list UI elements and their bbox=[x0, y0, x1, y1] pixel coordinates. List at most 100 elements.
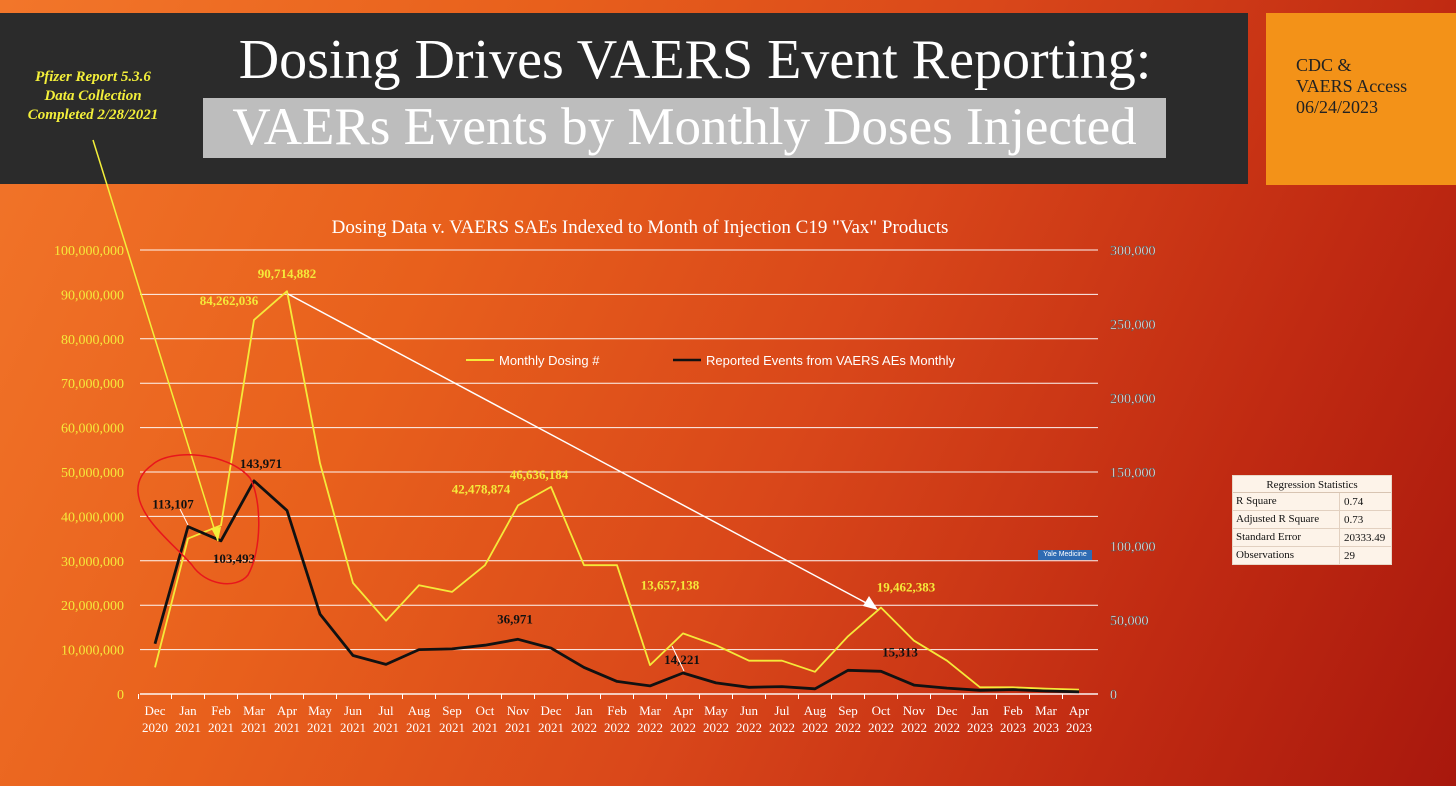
data-label: 42,478,874 bbox=[452, 481, 511, 496]
x-tick-label-year: 2023 bbox=[1033, 720, 1059, 735]
x-tick-label-month: Mar bbox=[243, 703, 265, 718]
legend-label: Reported Events from VAERS AEs Monthly bbox=[706, 353, 956, 368]
y-left-tick-label: 20,000,000 bbox=[61, 599, 124, 614]
data-label: 113,107 bbox=[152, 497, 194, 512]
x-tick-label-year: 2023 bbox=[1066, 720, 1092, 735]
y-left-tick-label: 0 bbox=[117, 688, 124, 703]
x-tick-label-month: Jul bbox=[774, 703, 790, 718]
y-left-tick-label: 40,000,000 bbox=[61, 510, 124, 525]
events-series-line bbox=[153, 479, 1080, 694]
data-label: 90,714,882 bbox=[258, 266, 317, 281]
chart-title: Dosing Data v. VAERS SAEs Indexed to Mon… bbox=[332, 217, 949, 238]
x-tick-label-month: Apr bbox=[1069, 703, 1090, 718]
y-right-tick-label: 50,000 bbox=[1110, 614, 1149, 629]
y-left-tick-label: 30,000,000 bbox=[61, 555, 124, 570]
x-tick-label-year: 2023 bbox=[967, 720, 993, 735]
x-tick-label-month: Apr bbox=[277, 703, 298, 718]
x-tick-label-year: 2021 bbox=[472, 720, 498, 735]
source-box: CDC & VAERS Access 06/24/2023 bbox=[1266, 13, 1456, 185]
regression-label: Observations bbox=[1233, 547, 1340, 564]
note-line: Completed 2/28/2021 bbox=[27, 107, 159, 123]
x-tick-label-month: Feb bbox=[607, 703, 627, 718]
dosing-series-line bbox=[154, 290, 1080, 691]
x-tick-label-year: 2022 bbox=[670, 720, 696, 735]
y-right-tick-label: 300,000 bbox=[1110, 244, 1156, 259]
x-tick-label-month: Jun bbox=[740, 703, 759, 718]
x-tick-label-month: Oct bbox=[872, 703, 891, 718]
y-right-tick-label: 250,000 bbox=[1110, 318, 1156, 333]
data-label: 14,221 bbox=[664, 652, 700, 667]
trend-arrow bbox=[287, 293, 871, 606]
regression-value: 0.74 bbox=[1344, 495, 1364, 508]
x-tick-label-month: Jan bbox=[179, 703, 197, 718]
pfizer-arrow bbox=[92, 139, 219, 542]
x-tick-label-month: Nov bbox=[903, 703, 926, 718]
regression-row: R Square 0.74 bbox=[1233, 493, 1391, 511]
y-right-tick-label: 200,000 bbox=[1110, 392, 1156, 407]
legend-label: Monthly Dosing # bbox=[499, 353, 600, 368]
x-tick-label-year: 2022 bbox=[637, 720, 663, 735]
x-tick-label-month: Aug bbox=[804, 703, 827, 718]
x-tick-label-year: 2022 bbox=[736, 720, 762, 735]
regression-label: Standard Error bbox=[1233, 529, 1340, 546]
source-line: 06/24/2023 bbox=[1296, 97, 1379, 117]
pfizer-arrow-head bbox=[211, 527, 221, 541]
x-tick-label-month: Nov bbox=[507, 703, 530, 718]
y-left-tick-label: 10,000,000 bbox=[61, 644, 124, 659]
x-tick-label-month: Sep bbox=[838, 703, 858, 718]
x-tick-label-year: 2021 bbox=[241, 720, 267, 735]
y-right-tick-label: 150,000 bbox=[1110, 466, 1156, 481]
source-text: CDC & VAERS Access 06/24/2023 bbox=[1296, 55, 1407, 118]
x-tick-label-month: Feb bbox=[1003, 703, 1023, 718]
data-label: 84,262,036 bbox=[200, 293, 259, 308]
x-tick-label-year: 2021 bbox=[406, 720, 432, 735]
regression-row: Adjusted R Square 0.73 bbox=[1233, 511, 1391, 529]
trend-arrow-head bbox=[863, 596, 878, 610]
leader-line bbox=[179, 508, 189, 526]
note-line: Pfizer Report 5.3.6 bbox=[35, 69, 151, 85]
x-tick-label-year: 2021 bbox=[439, 720, 465, 735]
data-label: 36,971 bbox=[497, 611, 533, 626]
x-tick-label-year: 2021 bbox=[208, 720, 234, 735]
regression-row: Observations 29 bbox=[1233, 547, 1391, 564]
regression-value: 20333.49 bbox=[1344, 531, 1386, 544]
y-left-tick-label: 70,000,000 bbox=[61, 377, 124, 392]
regression-value: 29 bbox=[1344, 549, 1355, 562]
x-tick-label-month: Aug bbox=[408, 703, 431, 718]
x-tick-label-year: 2022 bbox=[835, 720, 861, 735]
x-tick-label-month: Jan bbox=[971, 703, 989, 718]
x-tick-label-year: 2021 bbox=[538, 720, 564, 735]
x-tick-label-month: Oct bbox=[476, 703, 495, 718]
data-label: 143,971 bbox=[240, 456, 282, 471]
x-tick-label-year: 2022 bbox=[802, 720, 828, 735]
data-label: 46,636,184 bbox=[510, 467, 569, 482]
y-right-tick-label: 100,000 bbox=[1110, 540, 1156, 555]
x-tick-label-year: 2021 bbox=[505, 720, 531, 735]
regression-value: 0.73 bbox=[1344, 513, 1364, 526]
source-line: CDC & bbox=[1296, 55, 1352, 75]
x-tick-label-month: Dec bbox=[937, 703, 958, 718]
x-tick-label-month: Mar bbox=[1035, 703, 1057, 718]
x-tick-label-year: 2021 bbox=[175, 720, 201, 735]
x-tick-label-year: 2022 bbox=[604, 720, 630, 735]
regression-label: Adjusted R Square bbox=[1233, 511, 1340, 528]
y-left-tick-label: 60,000,000 bbox=[61, 422, 124, 437]
page-title: Dosing Drives VAERS Event Reporting: bbox=[238, 29, 1152, 91]
y-right-tick-label: 0 bbox=[1110, 688, 1117, 703]
y-left-tick-label: 80,000,000 bbox=[61, 333, 124, 348]
x-tick-label-year: 2022 bbox=[934, 720, 960, 735]
x-tick-label-year: 2020 bbox=[142, 720, 168, 735]
x-tick-label-year: 2021 bbox=[307, 720, 333, 735]
x-tick-label-year: 2022 bbox=[703, 720, 729, 735]
x-tick-label-month: Sep bbox=[442, 703, 462, 718]
y-left-tick-label: 90,000,000 bbox=[61, 288, 124, 303]
subtitle-highlight bbox=[203, 98, 1166, 158]
x-tick-label-year: 2021 bbox=[340, 720, 366, 735]
x-tick-label-month: Apr bbox=[673, 703, 694, 718]
x-tick-label-year: 2023 bbox=[1000, 720, 1026, 735]
x-tick-label-year: 2021 bbox=[274, 720, 300, 735]
x-tick-label-year: 2022 bbox=[868, 720, 894, 735]
data-label: 19,462,383 bbox=[877, 580, 936, 595]
x-tick-label-month: Dec bbox=[145, 703, 166, 718]
